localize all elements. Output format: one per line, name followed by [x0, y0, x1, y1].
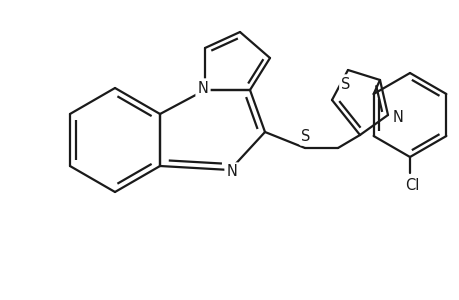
- Text: Cl: Cl: [404, 178, 418, 193]
- Text: N: N: [197, 80, 208, 95]
- Text: N: N: [226, 164, 237, 179]
- Text: N: N: [392, 110, 403, 124]
- Text: S: S: [301, 128, 310, 143]
- Text: S: S: [341, 76, 350, 92]
